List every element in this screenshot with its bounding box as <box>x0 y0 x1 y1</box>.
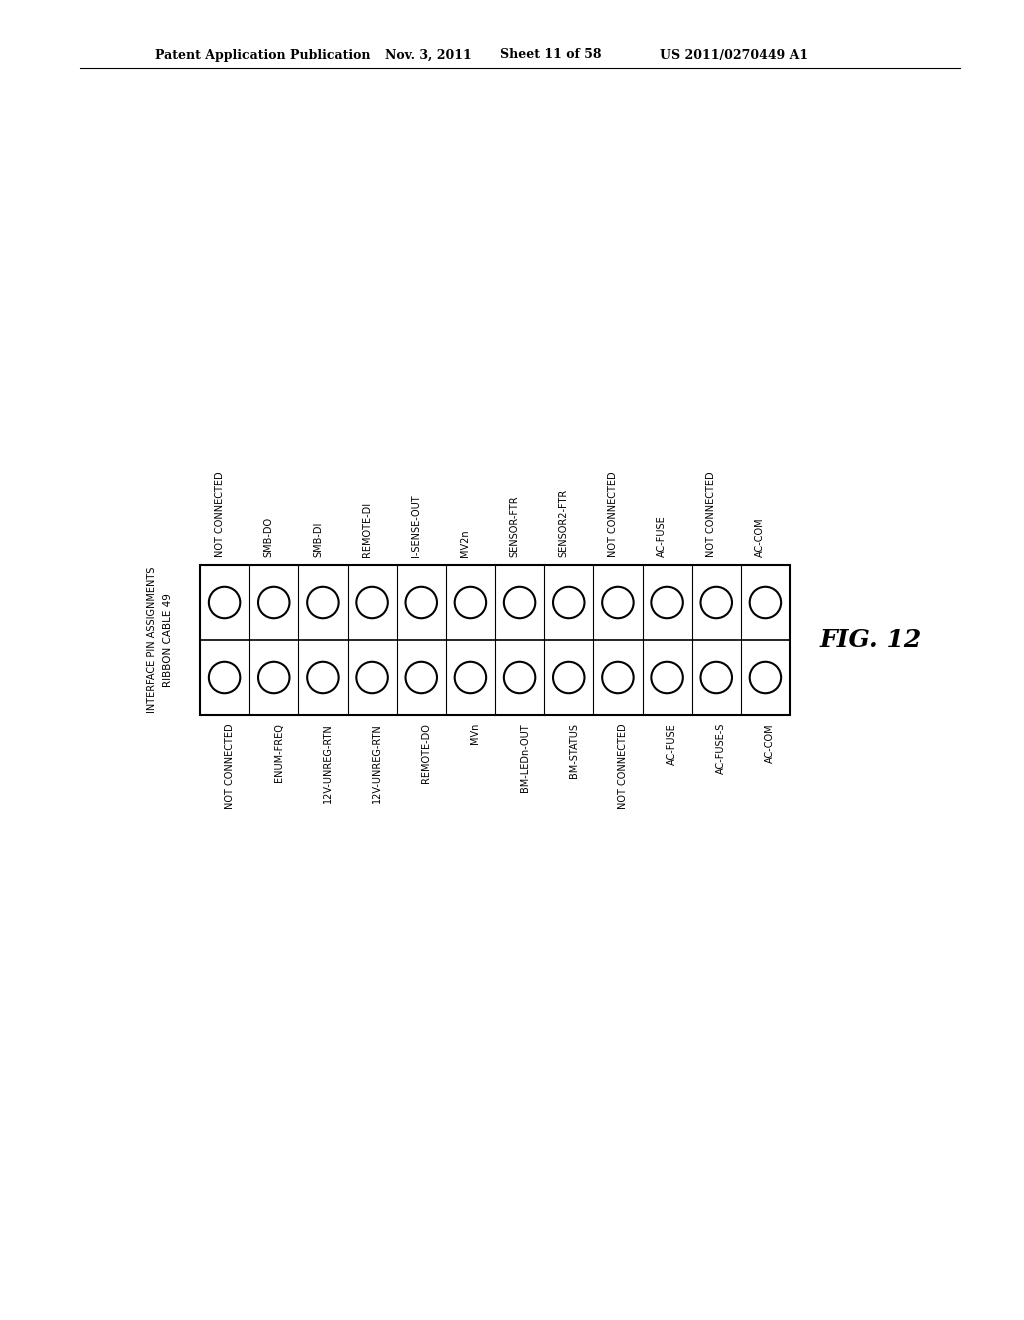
Text: AC-FUSE: AC-FUSE <box>657 515 667 557</box>
Text: Nov. 3, 2011: Nov. 3, 2011 <box>385 49 472 62</box>
Text: SENSOR2-FTR: SENSOR2-FTR <box>559 488 568 557</box>
Text: NOT CONNECTED: NOT CONNECTED <box>215 471 224 557</box>
Text: MV2n: MV2n <box>461 529 470 557</box>
Text: INTERFACE PIN ASSIGNMENTS: INTERFACE PIN ASSIGNMENTS <box>147 566 157 713</box>
Text: AC-COM: AC-COM <box>756 517 765 557</box>
Bar <box>200 565 790 715</box>
Text: US 2011/0270449 A1: US 2011/0270449 A1 <box>660 49 808 62</box>
Text: NOT CONNECTED: NOT CONNECTED <box>608 471 617 557</box>
Text: SENSOR-FTR: SENSOR-FTR <box>510 495 519 557</box>
Text: REMOTE-DO: REMOTE-DO <box>421 723 431 783</box>
Text: AC-FUSE-S: AC-FUSE-S <box>716 723 726 775</box>
Text: NOT CONNECTED: NOT CONNECTED <box>707 471 716 557</box>
Text: Sheet 11 of 58: Sheet 11 of 58 <box>500 49 601 62</box>
Text: 12V-UNREG-RTN: 12V-UNREG-RTN <box>323 723 333 803</box>
Text: AC-FUSE: AC-FUSE <box>667 723 677 764</box>
Text: RIBBON CABLE 49: RIBBON CABLE 49 <box>163 593 173 686</box>
Text: Patent Application Publication: Patent Application Publication <box>155 49 371 62</box>
Text: SMB-DI: SMB-DI <box>313 521 323 557</box>
Text: NOT CONNECTED: NOT CONNECTED <box>224 723 234 809</box>
Text: SMB-DO: SMB-DO <box>264 517 273 557</box>
Text: MVn: MVn <box>470 723 480 744</box>
Text: ENUM-FREQ: ENUM-FREQ <box>273 723 284 781</box>
Text: REMOTE-DI: REMOTE-DI <box>362 502 372 557</box>
Text: I-SENSE-OUT: I-SENSE-OUT <box>412 495 421 557</box>
Text: NOT CONNECTED: NOT CONNECTED <box>617 723 628 809</box>
Text: FIG. 12: FIG. 12 <box>820 628 923 652</box>
Text: BM-STATUS: BM-STATUS <box>568 723 579 777</box>
Text: 12V-UNREG-RTN: 12V-UNREG-RTN <box>372 723 382 803</box>
Text: AC-COM: AC-COM <box>765 723 775 763</box>
Text: BM-LEDn-OUT: BM-LEDn-OUT <box>519 723 529 792</box>
